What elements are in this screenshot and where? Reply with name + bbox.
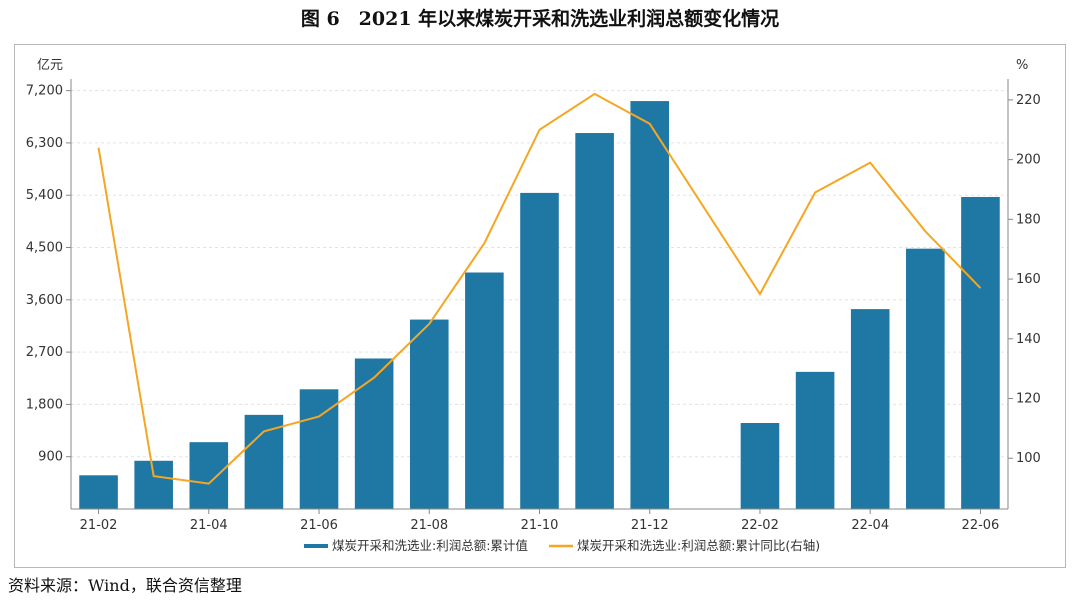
bar [354, 358, 394, 509]
figure-title: 图 6 2021 年以来煤炭开采和洗选业利润总额变化情况 [300, 8, 780, 30]
y-left-tick-label: 900 [38, 450, 63, 465]
legend-swatch-bar [304, 544, 328, 548]
x-tick-label: 21-02 [80, 518, 118, 533]
bar [189, 442, 229, 509]
y-right-tick-label: 160 [1016, 272, 1041, 287]
bar [906, 248, 945, 510]
x-tick-label: 21-12 [631, 518, 669, 533]
y-left-tick-label: 2,700 [26, 345, 63, 360]
x-tick-label: 22-04 [851, 518, 889, 533]
y-left-tick-label: 7,200 [26, 84, 63, 99]
y-right-tick-label: 120 [1016, 392, 1041, 407]
y-left-tick-label: 5,400 [26, 188, 63, 203]
y-left-tick-label: 4,500 [26, 241, 63, 256]
bar [299, 389, 339, 509]
legend-label-bar: 煤炭开采和洗选业:利润总额:累计值 [332, 538, 528, 553]
bar [630, 101, 670, 509]
x-tick-label: 22-06 [962, 518, 1000, 533]
yoy-line [97, 92, 982, 485]
axes: 900 1,800 2,700 3,600 4,500 5,400 6,300 7,200 10… [26, 58, 1041, 533]
bar [465, 272, 504, 509]
x-tick-label: 21-04 [190, 518, 228, 533]
bar [134, 460, 173, 509]
y-left-tick-label: 1,800 [26, 397, 63, 412]
line-series [97, 92, 982, 485]
x-tick-label: 21-08 [410, 518, 448, 533]
y-left-tick-label: 6,300 [26, 136, 63, 151]
y-right-tick-label: 140 [1016, 332, 1041, 347]
x-tick-label: 22-02 [741, 518, 779, 533]
legend: 煤炭开采和洗选业:利润总额:累计值 煤炭开采和洗选业:利润总额:累计同比(右轴) [304, 538, 820, 553]
x-tick-label: 21-10 [521, 518, 559, 533]
bar-series [79, 101, 1000, 510]
bar [575, 133, 614, 510]
source-note: 资料来源：Wind，联合资信整理 [8, 576, 242, 595]
bar [409, 319, 449, 509]
y-left-tick-label: 3,600 [26, 293, 63, 308]
y-right-tick-label: 100 [1016, 451, 1041, 466]
combo-chart: 900 1,800 2,700 3,600 4,500 5,400 6,300 7,200 10… [26, 58, 1041, 553]
bar [850, 309, 890, 509]
bar [795, 371, 835, 509]
y-right-tick-label: 220 [1016, 93, 1041, 108]
bar [740, 423, 780, 509]
legend-label-line: 煤炭开采和洗选业:利润总额:累计同比(右轴) [577, 538, 820, 553]
x-tick-label: 21-06 [300, 518, 338, 533]
right-unit-label: % [1016, 58, 1028, 73]
bar [79, 475, 118, 509]
bar [520, 192, 559, 509]
y-right-tick-label: 200 [1016, 153, 1041, 168]
bar [244, 414, 284, 509]
y-right-tick-label: 180 [1016, 212, 1041, 227]
left-unit-label: 亿元 [37, 58, 63, 73]
bar [961, 196, 1000, 509]
